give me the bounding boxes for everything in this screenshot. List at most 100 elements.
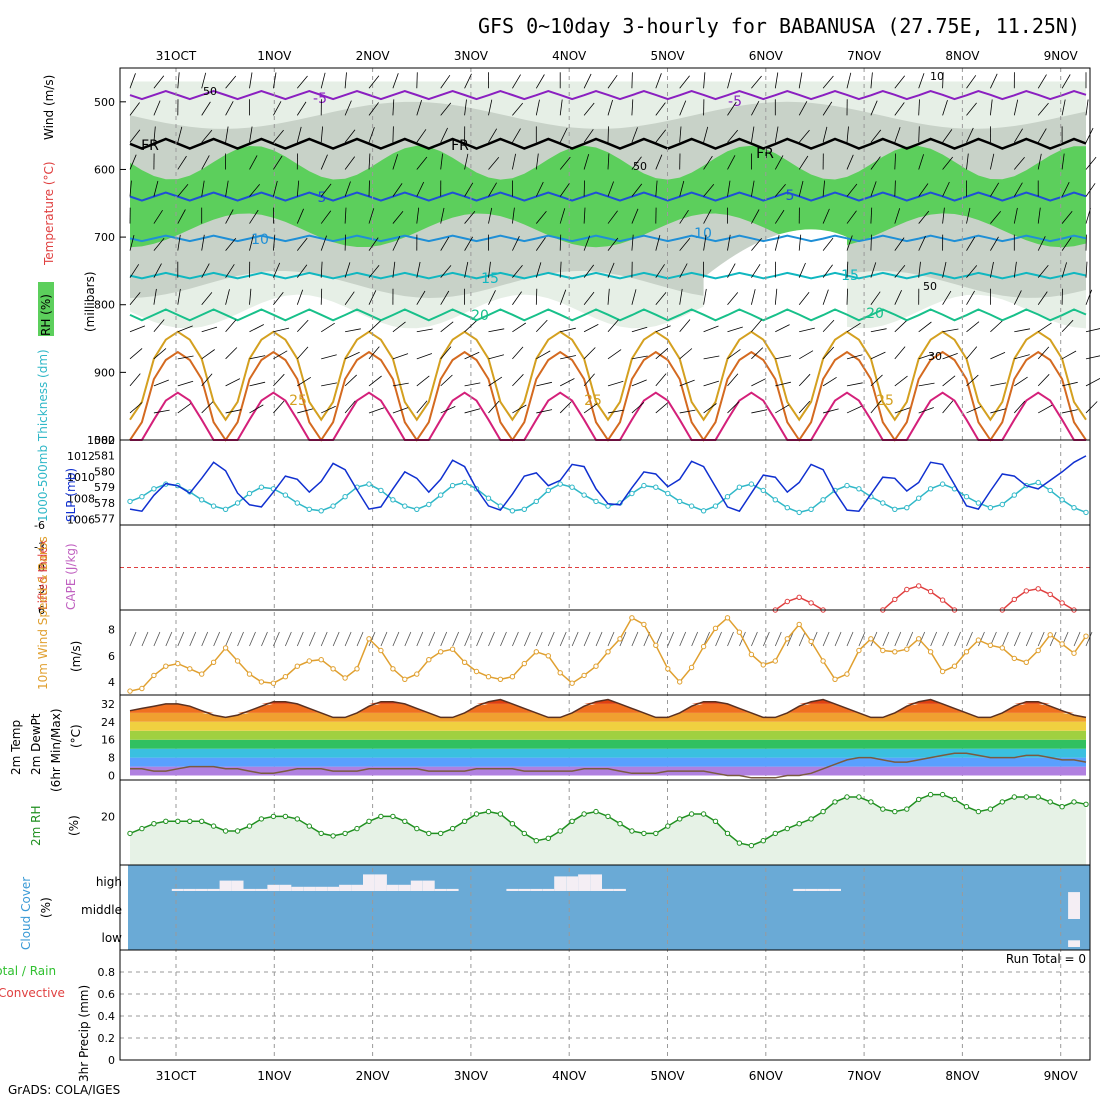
wind-barb xyxy=(296,126,302,143)
wind-barb xyxy=(990,408,1006,414)
dewpt2m-line xyxy=(130,752,1087,779)
wind10-point xyxy=(796,621,802,628)
lifted-index-point xyxy=(1035,586,1041,592)
wind10-barb xyxy=(512,631,519,647)
wind-barb xyxy=(583,180,585,197)
wind-barb xyxy=(249,209,259,224)
wind-barb xyxy=(1014,328,1031,333)
wind10-tick: 4 xyxy=(108,676,115,689)
thickness-tick: 577 xyxy=(94,513,115,526)
wind-barb xyxy=(535,181,544,197)
wind-barb xyxy=(775,404,790,414)
wind-barb xyxy=(368,102,379,116)
wind10-barb xyxy=(452,631,460,647)
wind-barb xyxy=(512,265,523,278)
thickness-point xyxy=(306,506,312,512)
wind-barb xyxy=(440,127,448,143)
wind10-barb xyxy=(273,631,280,647)
wind-barb xyxy=(774,72,779,89)
wind-barb xyxy=(1061,74,1071,89)
cloud-high-block xyxy=(578,874,590,891)
wind-barb xyxy=(273,373,285,387)
wind-barb xyxy=(846,154,854,170)
credit-text: GrADS: COLA/IGES xyxy=(8,1083,120,1097)
rh2m-point xyxy=(688,811,695,817)
wind10-point xyxy=(366,636,372,642)
cloud-high-block xyxy=(315,886,328,891)
wind-barb xyxy=(966,153,969,170)
date-label-bottom: 3NOV xyxy=(454,1069,489,1083)
wind-barb xyxy=(464,211,476,224)
temp2m-band xyxy=(130,748,1086,758)
wind-barb xyxy=(296,75,308,89)
wind10-point xyxy=(1059,641,1065,647)
rh2m-point xyxy=(856,794,862,800)
wind10-point xyxy=(378,647,384,654)
wind-barb xyxy=(751,180,755,197)
rh2m-point xyxy=(700,811,707,817)
wind-barb xyxy=(1014,400,1026,414)
wind10-point xyxy=(485,674,492,680)
thickness-point xyxy=(449,482,456,489)
wind-barb xyxy=(368,127,375,143)
rh2m-point xyxy=(796,821,802,827)
wind-barb xyxy=(153,238,165,251)
rh2m-point xyxy=(748,842,755,849)
rh2m-point xyxy=(222,828,229,834)
date-label-top: 4NOV xyxy=(552,49,587,63)
cloud-high-block xyxy=(231,880,244,891)
rh2m-point xyxy=(653,830,659,837)
thickness-point xyxy=(712,503,719,509)
wind-barb xyxy=(918,353,935,360)
wind-barb xyxy=(655,129,667,143)
wind10-barb xyxy=(296,631,304,647)
panel-frame-precip xyxy=(119,949,1091,1061)
wind10-point xyxy=(342,675,348,681)
wind-barb xyxy=(822,346,835,360)
thickness-point xyxy=(724,494,731,500)
wind-barb xyxy=(512,404,527,414)
wind10-point xyxy=(151,672,157,679)
cloud-high-block xyxy=(817,888,829,891)
pressure-tick: 700 xyxy=(94,231,115,244)
wind-barb xyxy=(512,153,516,170)
wind-barb xyxy=(345,328,361,333)
wind-barb xyxy=(1037,128,1047,143)
wind10-point xyxy=(557,670,563,676)
wind-barb xyxy=(631,234,634,251)
wind10-barb xyxy=(1025,631,1033,647)
precip-convective-label: Convective xyxy=(0,986,65,1000)
wind-barb xyxy=(416,375,430,387)
wind-barb xyxy=(990,153,995,170)
rh2m-point xyxy=(473,811,480,817)
wind-barb xyxy=(798,400,811,414)
wind10-point xyxy=(127,688,133,694)
wind-barb xyxy=(488,290,496,305)
rh-label: RH (%) xyxy=(39,294,53,336)
wind-barb xyxy=(942,207,945,224)
rh2m-tick: 20 xyxy=(101,810,115,823)
minmax-label: (6hr Min/Max) xyxy=(49,709,63,793)
wind-barb xyxy=(129,154,137,170)
rh2m-point xyxy=(629,828,635,834)
wind-barb xyxy=(990,182,1000,197)
wind-barb xyxy=(225,319,237,333)
thickness-point xyxy=(390,497,396,503)
lifted-index-point xyxy=(1047,591,1053,598)
wind-barb xyxy=(1037,207,1041,224)
thickness-point xyxy=(653,484,659,490)
wind-barb xyxy=(129,348,143,360)
wind-barb xyxy=(679,180,685,197)
rh2m-point xyxy=(569,818,575,824)
wind-barb xyxy=(273,101,282,116)
rh2m-point xyxy=(772,830,778,837)
wind-barb xyxy=(655,102,666,116)
thickness-point xyxy=(139,494,145,500)
series-layer xyxy=(120,455,1090,947)
wind-barb xyxy=(368,180,370,197)
wind10-point xyxy=(1011,655,1017,662)
rh2m-point xyxy=(844,794,850,800)
wind-barb xyxy=(607,153,610,170)
wind-barb xyxy=(751,289,756,305)
wind-barb xyxy=(320,183,332,197)
